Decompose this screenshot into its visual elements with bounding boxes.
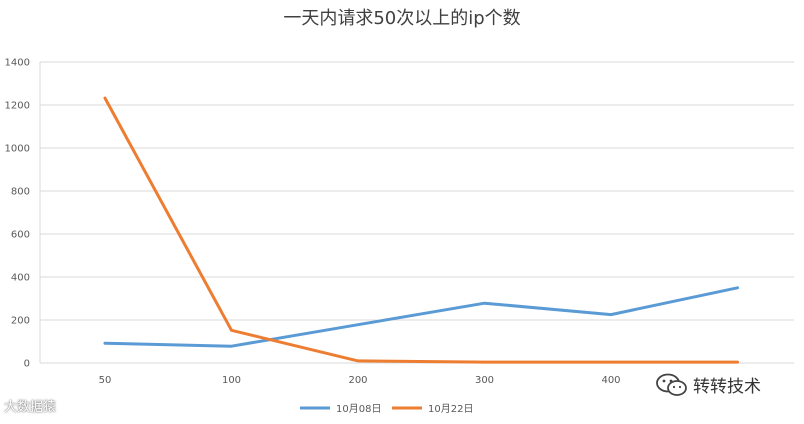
y-tick-label: 1400 (5, 58, 30, 69)
data-point (483, 361, 486, 364)
x-tick-label: 50 (99, 375, 112, 386)
y-tick-label: 800 (11, 187, 30, 198)
data-point (483, 302, 486, 305)
data-point (230, 329, 233, 332)
y-tick-label: 600 (11, 230, 30, 241)
data-point (610, 361, 613, 364)
data-point (230, 345, 233, 348)
watermark-right-text: 转转技术 (693, 377, 761, 397)
y-tick-label: 1200 (5, 101, 30, 112)
series-line (103, 286, 739, 348)
series-line (103, 96, 739, 364)
wechat-icon (656, 373, 687, 396)
data-point (357, 359, 360, 362)
data-point (736, 286, 739, 289)
data-point (104, 342, 107, 345)
legend-label: 10月22日 (428, 403, 473, 415)
data-point (104, 97, 107, 100)
chart-title: 一天内请求50次以上的ip个数 (283, 8, 521, 29)
y-tick-label: 0 (24, 359, 30, 370)
data-point (736, 361, 739, 364)
legend-label: 10月08日 (336, 403, 381, 415)
x-tick-label: 100 (222, 375, 241, 386)
watermark-left-text: 大数据猿 (4, 400, 57, 415)
x-tick-label: 200 (348, 375, 367, 386)
watermark-left: 大数据猿 (4, 396, 56, 415)
y-tick-label: 1000 (5, 144, 30, 155)
watermark-right: 转转技术 (655, 372, 761, 397)
y-tick-label: 400 (11, 273, 30, 284)
data-point (357, 323, 360, 326)
x-tick-label: 400 (601, 375, 620, 386)
data-point (610, 313, 613, 316)
y-tick-label: 200 (11, 316, 30, 327)
x-tick-label: 300 (475, 375, 494, 386)
